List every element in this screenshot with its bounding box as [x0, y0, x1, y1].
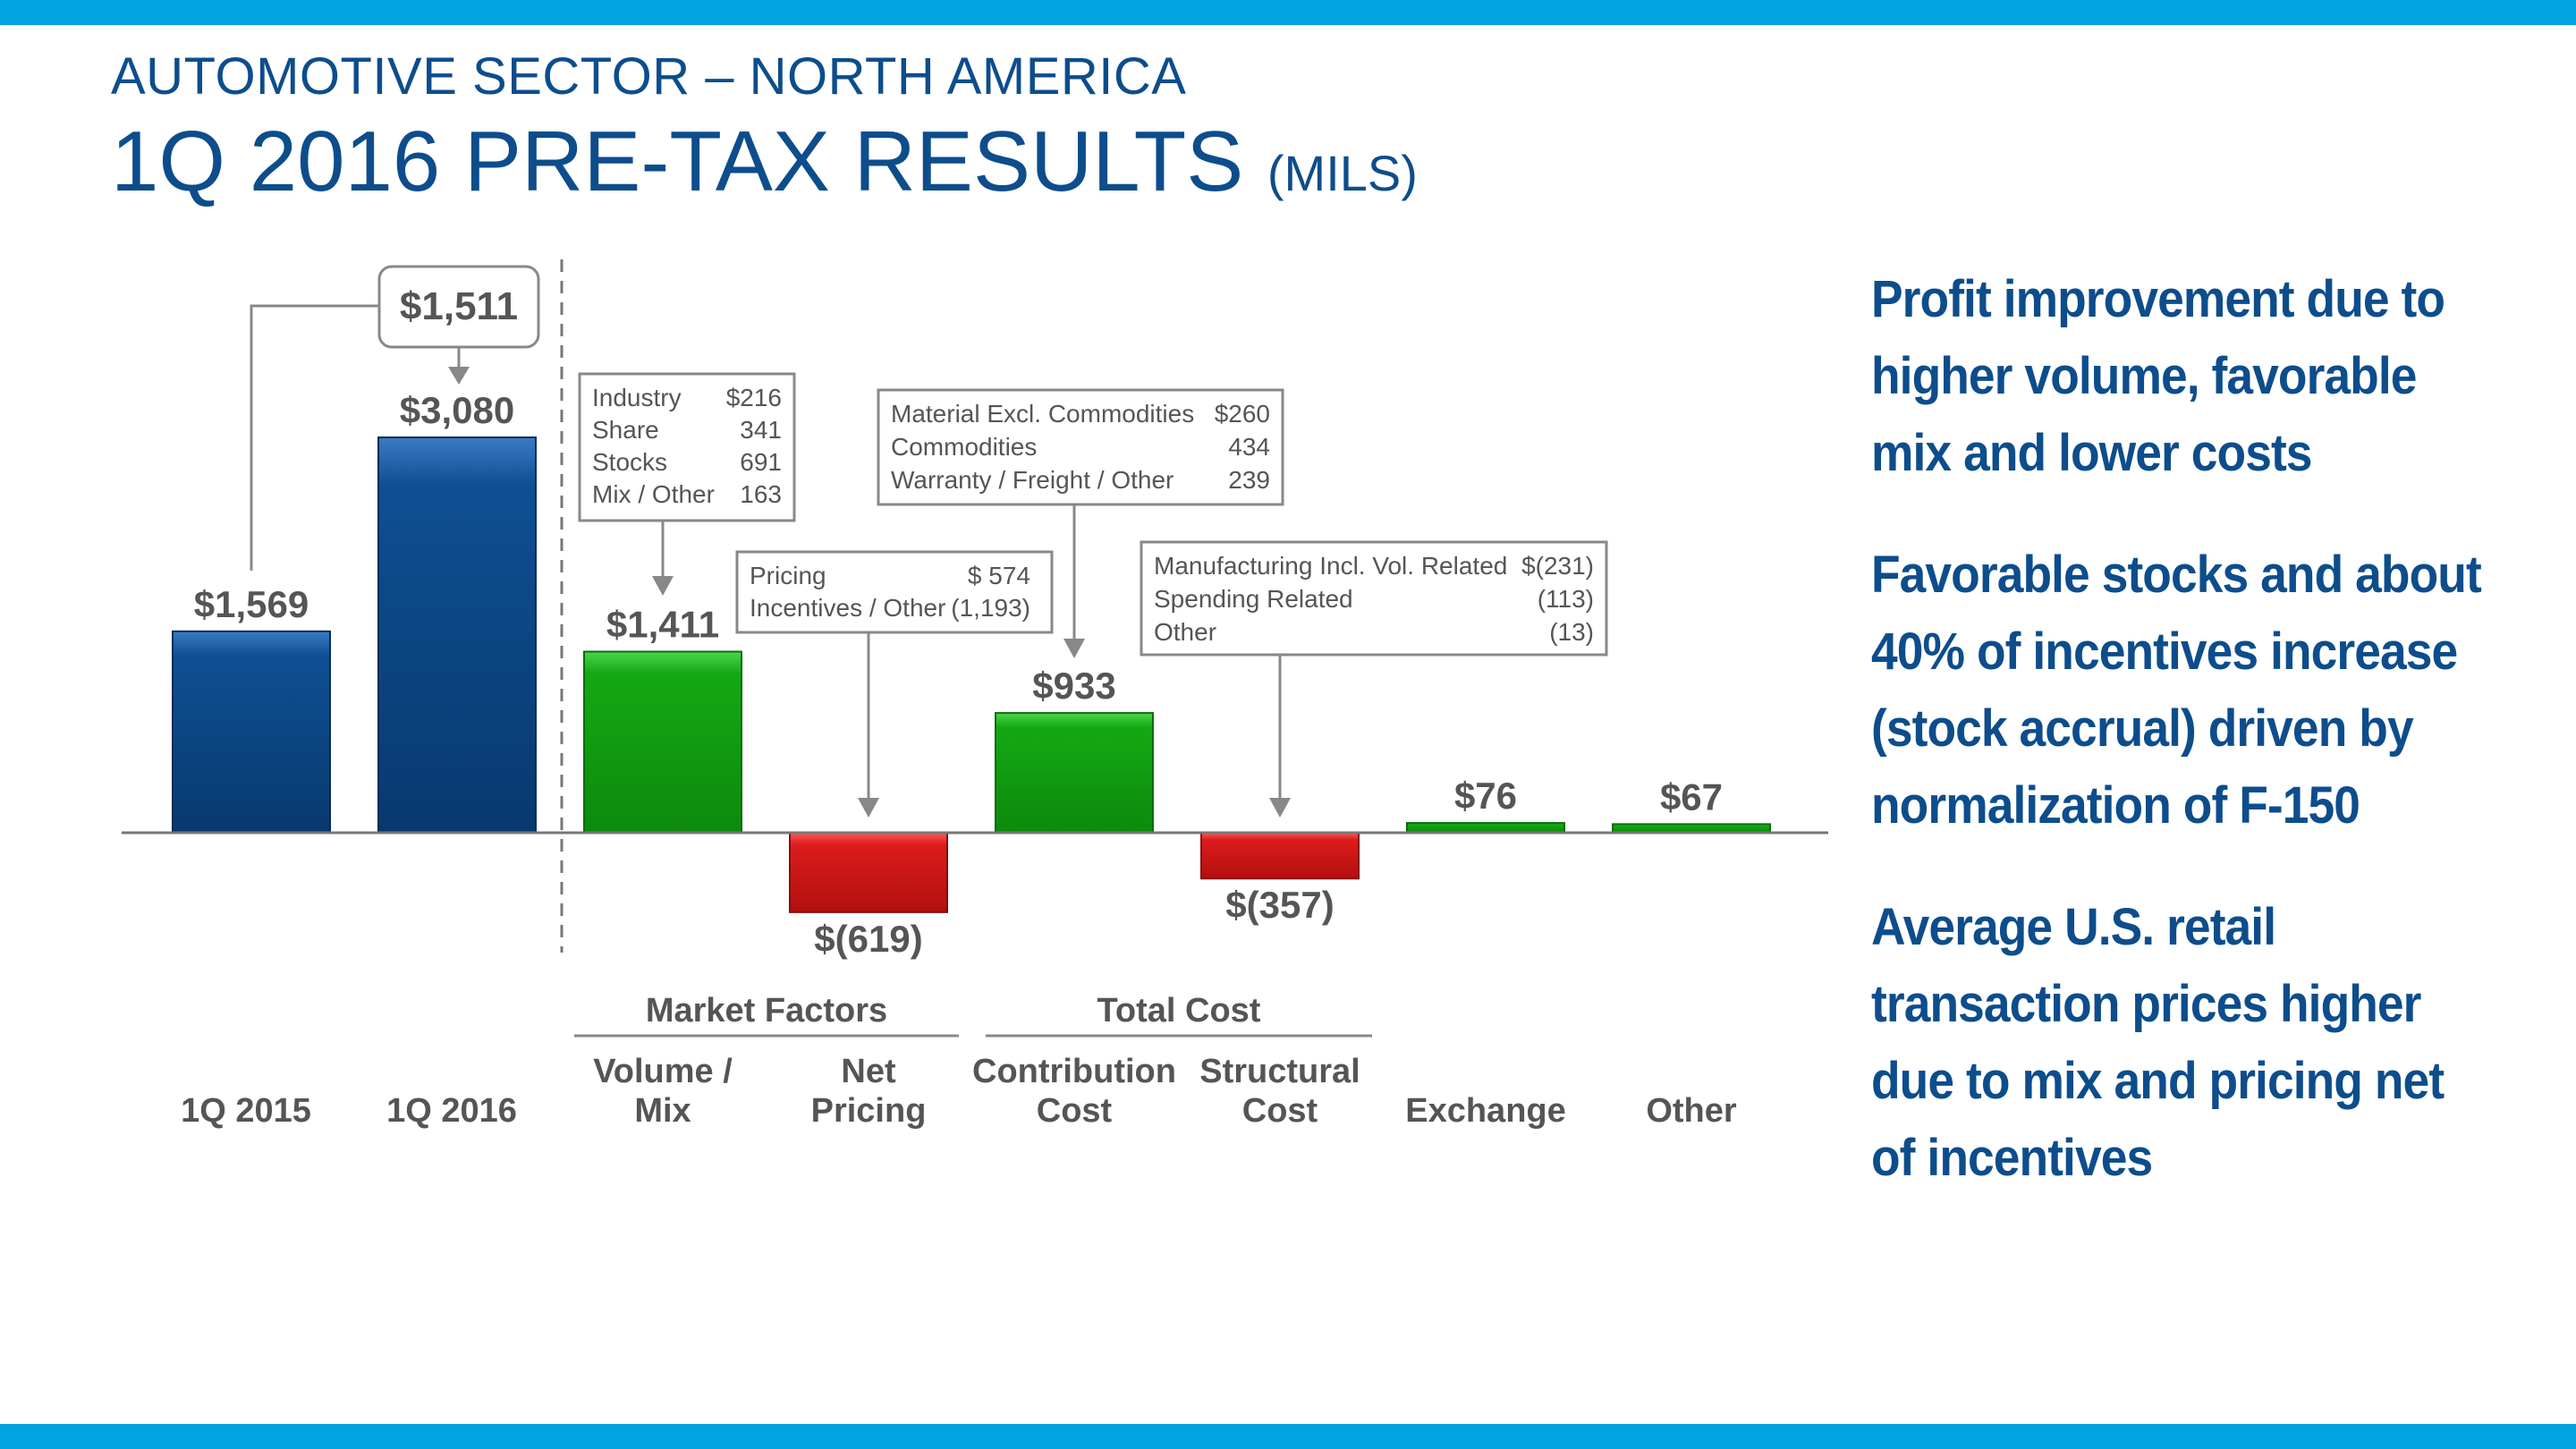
callout-row-label: Spending Related [1154, 585, 1353, 613]
bullet-item: Profit improvement due to higher volume,… [1871, 270, 2445, 482]
title-unit: (MILS) [1267, 145, 1418, 201]
category-label: 1Q 2015 [181, 1092, 311, 1130]
value-label: $(619) [814, 918, 922, 960]
callout-box [877, 388, 1284, 506]
callout-row-value: $ 574 [968, 562, 1030, 589]
group-label: Market Factors [646, 992, 887, 1030]
value-label: $76 [1454, 775, 1517, 817]
bullet-item: Favorable stocks and about 40% of incent… [1871, 546, 2482, 835]
change-arrow-head [448, 367, 470, 385]
value-label: $1,569 [194, 583, 309, 625]
bar-2 [377, 436, 537, 834]
slide-subtitle: AUTOMOTIVE SECTOR – NORTH AMERICA [111, 47, 1187, 106]
bar-4 [789, 832, 948, 913]
bar-5 [995, 712, 1154, 834]
callout-row-value: $260 [1215, 400, 1270, 428]
callout-arrow-head [1269, 798, 1291, 818]
value-label: $67 [1660, 775, 1723, 818]
category-label: Cost [1242, 1092, 1318, 1130]
slide-title: 1Q 2016 PRE-TAX RESULTS (MILS) [111, 113, 1418, 211]
callout-box [578, 372, 796, 522]
value-label: $(357) [1225, 884, 1334, 926]
category-label: Pricing [811, 1092, 927, 1130]
category-label: Cost [1037, 1092, 1113, 1130]
top-accent-band [0, 0, 2576, 25]
callout-row-label: Commodities [891, 433, 1037, 461]
category-label: 1Q 2016 [386, 1092, 517, 1130]
callout-row-value: $(231) [1521, 552, 1594, 580]
callout-row-label: Incentives / Other [750, 594, 945, 622]
bar-6 [1200, 832, 1360, 880]
category-label: Mix [634, 1092, 691, 1130]
bar-1 [172, 630, 331, 835]
callout-arrow-head [858, 798, 879, 818]
category-label: Net [841, 1053, 896, 1090]
value-label: $1,411 [606, 604, 719, 646]
callout-row-label: Warranty / Freight / Other [891, 466, 1174, 494]
callout-row-label: Industry [592, 384, 682, 411]
change-connector-line [250, 304, 379, 571]
callout-row-value: (113) [1538, 585, 1594, 613]
category-label: Contribution [972, 1053, 1176, 1090]
callout-row-label: Pricing [750, 562, 826, 589]
category-label: Structural [1199, 1053, 1360, 1090]
title-text: 1Q 2016 PRE-TAX RESULTS [111, 114, 1244, 209]
change-label: $1,511 [400, 284, 518, 328]
category-label: Volume / [593, 1053, 733, 1090]
callout-box [1140, 540, 1608, 657]
callout-row-value: 163 [740, 480, 782, 508]
value-label: $933 [1032, 665, 1115, 707]
group-label: Total Cost [1097, 992, 1261, 1030]
bar-3 [583, 650, 742, 834]
callout-row-value: (13) [1549, 618, 1594, 646]
callout-row-value: (1,193) [951, 594, 1030, 622]
bottom-accent-band [0, 1424, 2576, 1449]
callout-row-value: 341 [740, 416, 782, 444]
callout-row-value: $216 [726, 384, 782, 411]
bar-7 [1406, 822, 1565, 834]
callout-row-value: 239 [1228, 466, 1270, 494]
callout-row-label: Material Excl. Commodities [891, 400, 1194, 428]
bullet-item: Average U.S. retail transaction prices h… [1871, 898, 2445, 1187]
category-label: Exchange [1405, 1092, 1566, 1130]
callout-arrow-head [652, 576, 674, 596]
bullet-list: Profit improvement due to higher volume,… [1871, 261, 2551, 1241]
callout-row-label: Stocks [592, 448, 667, 476]
callout-row-label: Mix / Other [592, 480, 715, 508]
callout-row-label: Manufacturing Incl. Vol. Related [1154, 552, 1507, 580]
callout-row-label: Other [1154, 618, 1216, 646]
value-label: $3,080 [400, 389, 514, 431]
callout-arrow-head [1063, 639, 1085, 658]
callout-box [735, 550, 1054, 634]
category-label: Other [1646, 1092, 1737, 1130]
callout-row-value: 691 [740, 448, 782, 476]
callout-row-value: 434 [1228, 433, 1270, 461]
callout-row-label: Share [592, 416, 659, 444]
